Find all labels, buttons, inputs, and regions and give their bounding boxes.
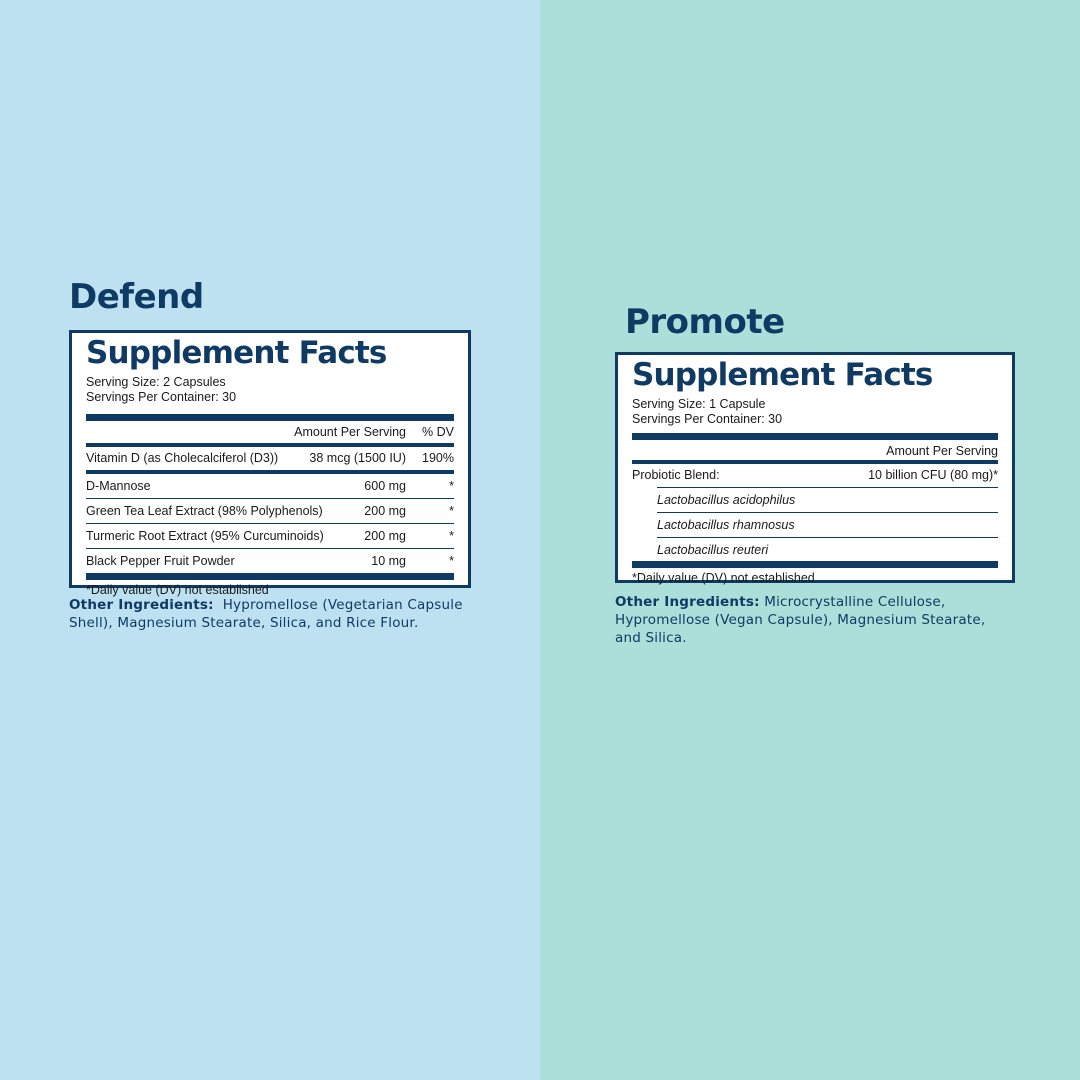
other-ingredients-text: Hypromellose (Vegetarian Capsule Shell),…: [69, 597, 463, 631]
defend-panel: Defend Supplement Facts Serving Size: 2 …: [0, 0, 540, 1080]
header-dv: % DV: [422, 425, 454, 439]
facts-heading: Supplement Facts: [632, 357, 933, 393]
table-header: Amount Per Serving % DV: [86, 421, 454, 443]
strain-name: Lactobacillus reuteri: [657, 543, 769, 557]
list-item: Lactobacillus rhamnosus: [657, 513, 998, 538]
blend-amount: 10 billion CFU (80 mg)*: [868, 468, 998, 482]
table-row: Vitamin D (as Cholecalciferol (D3)) 38 m…: [86, 447, 454, 468]
promote-title: Promote: [625, 302, 785, 342]
servings-per-container: Servings Per Container: 30: [632, 412, 783, 426]
ingredient-amount: 10 mg: [371, 554, 406, 568]
promote-panel: Promote Supplement Facts Serving Size: 1…: [540, 0, 1080, 1080]
table-header: Amount Per Serving: [632, 440, 998, 460]
strain-list: Lactobacillus acidophilus Lactobacillus …: [657, 487, 998, 561]
strain-name: Lactobacillus rhamnosus: [657, 518, 795, 532]
ingredient-amount: 200 mg: [364, 504, 406, 518]
ingredient-name: Turmeric Root Extract (95% Curcuminoids): [86, 529, 324, 543]
ingredient-dv: *: [449, 504, 454, 518]
header-amount: Amount Per Serving: [886, 444, 998, 458]
other-ingredients-text: Microcrystalline Cellulose, Hypromellose…: [615, 594, 986, 646]
footnote: *Daily value (DV) not established: [86, 583, 269, 597]
ingredient-dv: *: [449, 529, 454, 543]
footnote: *Daily value (DV) not established: [632, 571, 815, 585]
ingredient-amount: 38 mcg (1500 IU): [309, 451, 406, 465]
other-ingredients-label: Other Ingredients:: [69, 597, 214, 613]
strain-name: Lactobacillus acidophilus: [657, 493, 796, 507]
blend-name: Probiotic Blend:: [632, 468, 720, 482]
ingredient-name: D-Mannose: [86, 479, 151, 493]
facts-heading: Supplement Facts: [86, 335, 387, 371]
list-item: Lactobacillus acidophilus: [657, 488, 998, 513]
table-row: Green Tea Leaf Extract (98% Polyphenols)…: [86, 499, 454, 524]
ingredient-name: Green Tea Leaf Extract (98% Polyphenols): [86, 504, 323, 518]
table-row: D-Mannose 600 mg *: [86, 474, 454, 499]
divider-thick: [632, 433, 998, 440]
divider-thick: [86, 573, 454, 580]
ingredient-dv: *: [449, 554, 454, 568]
list-item: Lactobacillus reuteri: [657, 538, 998, 561]
defend-other-ingredients: Other Ingredients: Hypromellose (Vegetar…: [69, 596, 489, 632]
defend-title: Defend: [69, 277, 204, 317]
ingredient-dv: *: [449, 479, 454, 493]
promote-other-ingredients: Other Ingredients: Microcrystalline Cell…: [615, 593, 1015, 647]
ingredient-dv: 190%: [422, 451, 454, 465]
serving-size: Serving Size: 2 Capsules: [86, 375, 226, 389]
promote-supplement-facts: Supplement Facts Serving Size: 1 Capsule…: [615, 352, 1015, 585]
ingredient-name: Black Pepper Fruit Powder: [86, 554, 235, 568]
table-row: Probiotic Blend: 10 billion CFU (80 mg)*: [632, 464, 998, 487]
table-row: Black Pepper Fruit Powder 10 mg *: [86, 549, 454, 573]
ingredient-amount: 600 mg: [364, 479, 406, 493]
table-row: Turmeric Root Extract (95% Curcuminoids)…: [86, 524, 454, 549]
divider-thick: [86, 414, 454, 421]
divider-mid: [86, 470, 454, 474]
ingredient-amount: 200 mg: [364, 529, 406, 543]
divider-mid: [86, 443, 454, 447]
serving-size: Serving Size: 1 Capsule: [632, 397, 766, 411]
divider-mid: [632, 460, 998, 464]
ingredient-name: Vitamin D (as Cholecalciferol (D3)): [86, 451, 279, 465]
divider-thick: [632, 561, 998, 568]
other-ingredients-label: Other Ingredients:: [615, 594, 760, 610]
servings-per-container: Servings Per Container: 30: [86, 390, 237, 404]
defend-supplement-facts: Supplement Facts Serving Size: 2 Capsule…: [69, 330, 471, 597]
header-amount: Amount Per Serving: [294, 425, 406, 439]
